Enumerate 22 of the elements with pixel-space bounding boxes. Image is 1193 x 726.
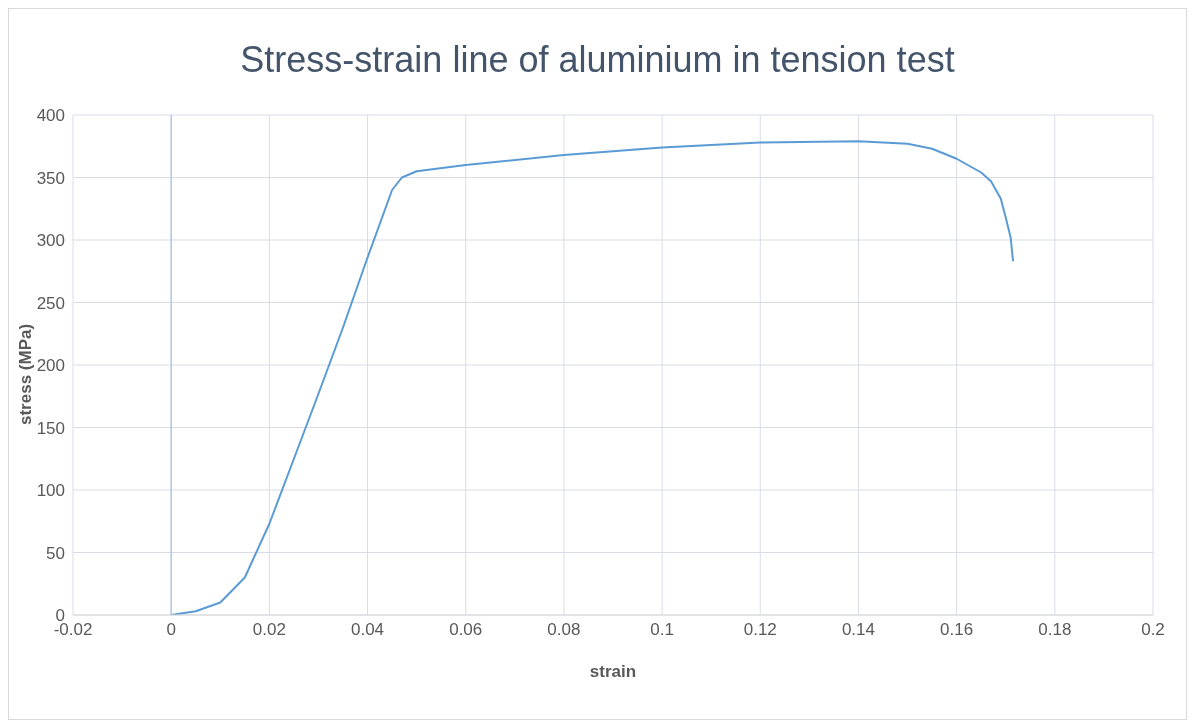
x-tick-label: 0.04	[351, 620, 385, 640]
y-tick-label: 400	[36, 106, 65, 126]
x-tick-label: 0.1	[650, 620, 674, 640]
y-axis-title: stress (MPa)	[16, 323, 36, 425]
chart-title: Stress-strain line of aluminium in tension test	[239, 39, 956, 81]
y-tick-label: 200	[36, 356, 65, 376]
y-tick-label: 50	[46, 543, 65, 563]
x-tick-label: 0.06	[449, 620, 483, 640]
x-tick-label: 0.18	[1038, 620, 1072, 640]
y-tick-label: 100	[36, 481, 65, 501]
y-tick-label: 150	[36, 418, 65, 438]
y-tick-label: 300	[36, 231, 65, 251]
x-tick-label: 0.02	[252, 620, 286, 640]
x-tick-label: 0	[166, 620, 176, 640]
x-tick-label: 0.12	[743, 620, 777, 640]
x-tick-label: 0.08	[547, 620, 581, 640]
x-tick-label: 0.2	[1141, 620, 1165, 640]
x-axis-title: strain	[589, 662, 637, 681]
x-tick-label: 0.16	[940, 620, 974, 640]
y-tick-label: 350	[36, 168, 65, 188]
y-tick-label: 250	[36, 293, 65, 313]
x-tick-label: 0.14	[841, 620, 875, 640]
